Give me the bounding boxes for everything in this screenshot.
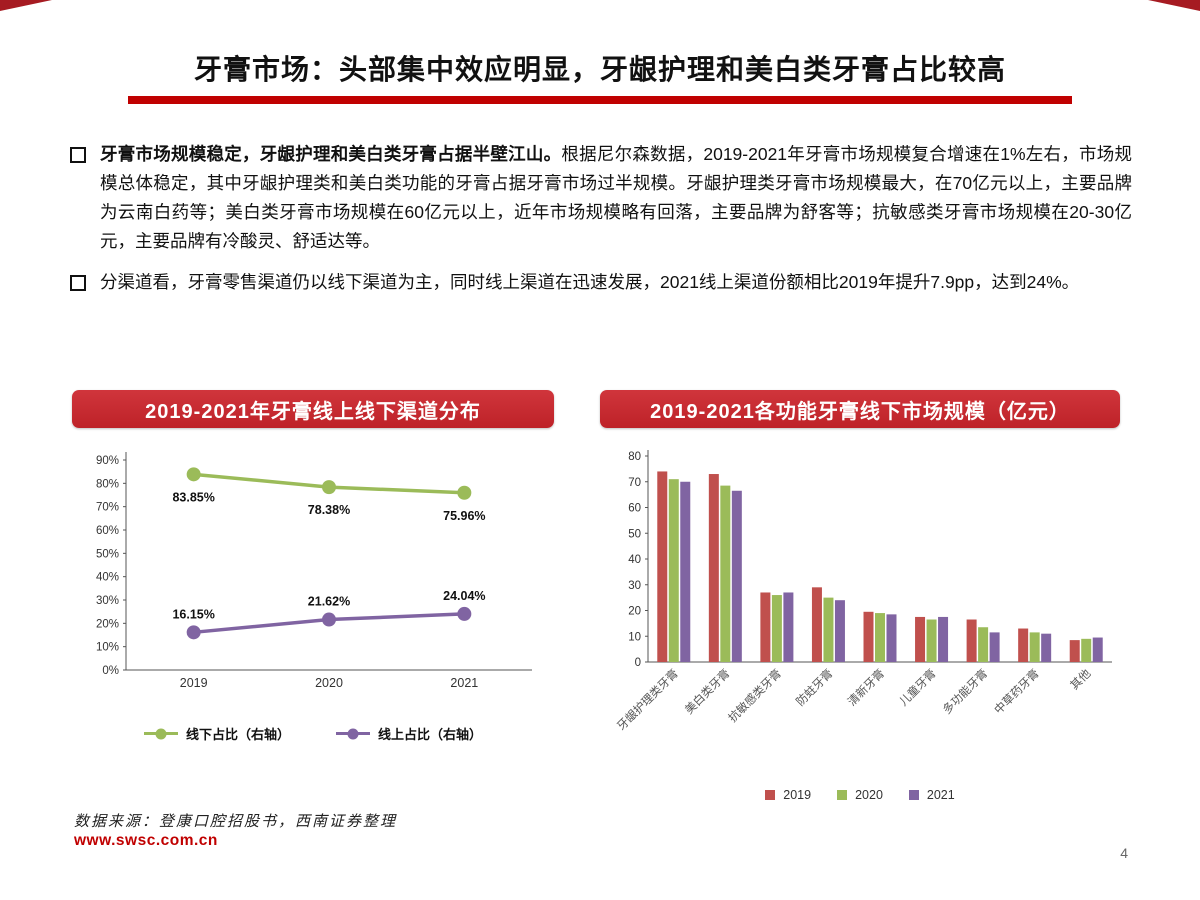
svg-text:10: 10 [628,631,641,643]
svg-text:30%: 30% [96,595,119,607]
svg-text:其他: 其他 [1068,667,1094,693]
online-series-label: 线上占比（右轴） [378,727,483,742]
year-2019-label: 2019 [783,788,812,802]
svg-text:50%: 50% [96,548,119,560]
svg-text:牙龈护理类牙膏: 牙龈护理类牙膏 [614,666,681,733]
legend-item-2020: 2020 [837,788,883,802]
corner-decoration-top-right [1148,0,1200,11]
bullet-square-icon [70,275,86,292]
page-title: 牙膏市场：头部集中效应明显，牙龈护理和美白类牙膏占比较高 [193,54,1006,85]
data-source-note: 数据来源：登康口腔招股书，西南证券整理 [74,812,398,830]
svg-text:2019: 2019 [180,676,208,690]
svg-text:防蛀牙膏: 防蛀牙膏 [793,666,835,708]
svg-text:20: 20 [628,606,641,618]
svg-text:2020: 2020 [315,676,343,690]
bullet-text-1: 牙膏市场规模稳定，牙龈护理和美白类牙膏占据半壁江山。根据尼尔森数据，2019-2… [100,140,1132,256]
year-2021-swatch [908,790,919,800]
legend-item-2019: 2019 [765,788,811,802]
page-number: 4 [1120,845,1128,861]
title-underline [128,96,1072,104]
svg-text:儿童牙膏: 儿童牙膏 [896,666,938,708]
legend-item-2021: 2021 [908,788,955,802]
svg-text:60: 60 [628,503,641,515]
bullet-1-body: 根据尼尔森数据，2019-2021年牙膏市场规模复合增速在1%左右，市场规模总体… [100,144,1133,252]
svg-text:16.15%: 16.15% [172,607,214,621]
svg-text:多功能牙膏: 多功能牙膏 [940,666,991,717]
svg-text:清新牙膏: 清新牙膏 [845,666,887,708]
offline-series-label: 线下占比（右轴） [185,727,290,742]
svg-text:美白类牙膏: 美白类牙膏 [682,666,733,717]
svg-text:70: 70 [628,477,641,489]
year-2019-swatch [765,790,776,800]
year-2020-swatch [837,790,848,800]
corner-decoration-top-left [0,0,52,11]
bar-chart-svg: 0 10 20 30 40 50 60 70 80 牙龈护理类牙膏 美白类牙膏抗敏感类牙膏 防蛀牙膏清… [614,450,1112,733]
svg-text:75.96%: 75.96% [443,509,485,523]
svg-text:60%: 60% [96,525,119,537]
year-2021-label: 2021 [926,788,955,802]
svg-text:50: 50 [628,528,641,540]
bullet-1-lead: 牙膏市场规模稳定，牙龈护理和美白类牙膏占据半壁江山。 [100,144,562,164]
legend-item-online: 线上占比（右轴） [336,724,482,743]
svg-text:0: 0 [635,657,641,669]
title-block: 牙膏市场：头部集中效应明显，牙龈护理和美白类牙膏占比较高 [0,48,1200,104]
bullet-list: 牙膏市场规模稳定，牙龈护理和美白类牙膏占据半壁江山。根据尼尔森数据，2019-2… [70,140,1132,309]
svg-text:30: 30 [628,580,641,592]
offline-series-swatch [143,732,178,735]
line-chart-title: 2019-2021年牙膏线上线下渠道分布 [72,390,554,428]
bullet-item-2: 分渠道看，牙膏零售渠道仍以线下渠道为主，同时线上渠道在迅速发展，2021线上渠道… [70,268,1132,297]
svg-text:80: 80 [628,451,641,463]
svg-text:40%: 40% [96,572,119,584]
svg-text:20%: 20% [96,618,119,630]
year-2020-label: 2020 [855,788,883,802]
legend-item-offline: 线下占比（右轴） [143,724,290,743]
bullet-2-body: 分渠道看，牙膏零售渠道仍以线下渠道为主，同时线上渠道在迅速发展，2021线上渠道… [100,272,1080,293]
website-text: www.swsc.com.cn [74,832,218,849]
bullet-item-1: 牙膏市场规模稳定，牙龈护理和美白类牙膏占据半壁江山。根据尼尔森数据，2019-2… [70,140,1132,256]
svg-text:21.62%: 21.62% [308,595,350,609]
svg-text:40: 40 [628,554,641,566]
svg-text:10%: 10% [96,642,119,654]
svg-text:抗敏感类牙膏: 抗敏感类牙膏 [725,666,784,725]
category-scale-chart-block: 2019-2021各功能牙膏线下市场规模（亿元） 0 10 20 30 40 50 60 70… [600,390,1120,802]
svg-text:中草药牙膏: 中草药牙膏 [991,666,1042,717]
bar-chart-title: 2019-2021各功能牙膏线下市场规模（亿元） [600,390,1120,428]
svg-text:24.04%: 24.04% [443,589,485,603]
svg-text:80%: 80% [96,478,119,490]
svg-text:2021: 2021 [450,676,478,690]
svg-text:78.38%: 78.38% [308,503,350,517]
line-chart-legend: 线下占比（右轴） 线上占比（右轴） [72,724,554,743]
svg-text:70%: 70% [96,502,119,514]
online-series-swatch [336,732,370,735]
svg-text:0%: 0% [102,665,119,677]
bullet-square-icon [70,147,86,163]
bullet-text-2: 分渠道看，牙膏零售渠道仍以线下渠道为主，同时线上渠道在迅速发展，2021线上渠道… [100,268,1079,297]
line-chart-svg: 0% 10% 20% 30% 40% 50% 60% 70% 80% 90% 2019 2020 202… [96,452,532,690]
channel-distribution-chart-block: 2019-2021年牙膏线上线下渠道分布 0% 10% 20% 30% 40% 50% 60… [72,390,554,743]
svg-text:83.85%: 83.85% [172,490,214,504]
bar-chart-legend: 2019 2020 2021 [600,788,1120,802]
svg-text:90%: 90% [96,455,119,467]
